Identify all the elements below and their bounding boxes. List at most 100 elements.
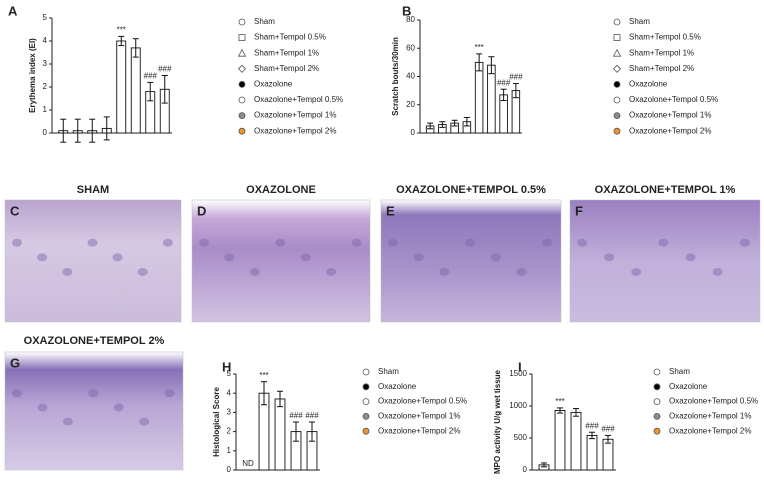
legend-marker — [238, 96, 246, 104]
bar — [602, 438, 614, 471]
legend-label: Oxazolone+Tempol 1% — [378, 412, 461, 421]
tissue-texture — [139, 417, 150, 426]
tissue-texture — [224, 253, 235, 262]
legend-label: Sham+Tempol 0.5% — [254, 33, 326, 42]
image-title: OXAZOLONE+TEMPOL 1% — [595, 184, 736, 196]
y-tick-label: 2 — [227, 427, 232, 436]
image-title: OXAZOLONE+TEMPOL 2% — [24, 335, 165, 347]
error-bar — [309, 421, 315, 442]
legend-label: Oxazolone+Tempol 2% — [378, 426, 461, 435]
error-bar — [573, 408, 579, 417]
significance-label: ### — [497, 78, 511, 87]
legend-label: Oxazolone+Tempol 2% — [669, 426, 752, 435]
tissue-texture — [388, 238, 398, 247]
legend-marker — [237, 48, 247, 57]
legend-label: Sham+Tempol 0.5% — [629, 33, 701, 42]
tissue-texture — [37, 253, 48, 262]
tissue-texture — [249, 267, 260, 276]
panel-letter: A — [8, 3, 18, 18]
error-bar — [60, 118, 67, 143]
legend-label: Sham+Tempol 2% — [254, 64, 319, 73]
panel-letter: D — [197, 203, 206, 218]
y-axis-label: Erythema index (EI) — [28, 38, 37, 113]
y-tick-label: 0 — [411, 128, 416, 137]
histology-image: OXAZOLONE+TEMPOL 2% G — [4, 335, 184, 471]
error-bar — [261, 381, 267, 406]
chart: A 0 1 2 3 4 5 Erythema index (EI) Sham Sham+Tempo… — [8, 3, 343, 143]
legend-label: Oxazolone — [669, 382, 708, 391]
histology-image: SHAM C — [4, 184, 182, 323]
legend-marker — [613, 34, 621, 41]
panel-letter: G — [10, 355, 20, 370]
y-tick-label: 3 — [227, 408, 232, 417]
legend-marker — [613, 112, 621, 119]
y-axis-label: Scratch bouts/30min — [391, 37, 400, 116]
tissue-texture — [87, 238, 98, 247]
legend-label: Oxazolone+Tempol 2% — [254, 126, 337, 135]
legend-marker — [613, 127, 621, 135]
tissue-texture — [542, 238, 553, 247]
panel-letter: I — [518, 359, 522, 374]
significance-label: ### — [509, 73, 523, 82]
tissue-texture — [12, 389, 22, 398]
tissue-texture — [631, 267, 642, 276]
significance-label: *** — [117, 26, 126, 35]
bar — [487, 64, 496, 134]
image-placeholder — [380, 199, 562, 323]
legend-marker — [238, 81, 246, 88]
tissue-texture — [577, 238, 587, 247]
image-title: SHAM — [77, 184, 109, 196]
legend-marker — [237, 64, 247, 73]
tissue-texture — [413, 253, 424, 262]
legend-label: Sham — [669, 367, 690, 376]
significance-label: ### — [144, 72, 158, 81]
error-bar — [451, 119, 458, 127]
legend-marker — [613, 96, 621, 104]
y-tick-label: 20 — [406, 100, 415, 109]
legend-marker — [362, 368, 370, 376]
legend-label: Oxazolone — [254, 80, 293, 89]
y-tick-label: 60 — [406, 43, 415, 52]
panel-letter: B — [402, 3, 411, 18]
panel-letter: E — [386, 203, 395, 218]
y-tick-label: 1 — [43, 105, 48, 114]
y-tick-label: 4 — [227, 388, 232, 397]
significance-label: ### — [289, 411, 303, 420]
legend-label: Sham+Tempol 1% — [254, 48, 319, 57]
tissue-texture — [658, 238, 669, 247]
image-placeholder — [4, 351, 184, 471]
y-tick-label: 1 — [227, 446, 232, 455]
y-tick-label: 5 — [227, 369, 232, 378]
legend-marker — [238, 127, 246, 135]
bar — [570, 411, 582, 471]
tissue-texture — [162, 238, 173, 247]
image-placeholder — [4, 199, 182, 323]
error-bar — [132, 38, 139, 58]
legend-marker — [362, 427, 370, 435]
value-label: ND — [242, 459, 254, 468]
significance-label: *** — [555, 397, 564, 406]
significance-label: ### — [305, 411, 319, 420]
legend-label: Oxazolone+Tempol 1% — [254, 111, 337, 120]
legend-marker — [613, 81, 621, 88]
legend-marker — [612, 48, 622, 57]
image-title: OXAZOLONE — [246, 184, 316, 196]
tissue-texture — [739, 238, 750, 247]
chart: I 0 500 1000 1500 MPO activity U/g wet tissue… — [493, 359, 758, 474]
histology-image: OXAZOLONE+TEMPOL 0.5%E — [380, 184, 562, 323]
error-bar — [512, 83, 519, 99]
legend-marker — [362, 398, 370, 406]
chart: B 0 20 40 60 80 Scratch bouts/30min Sham Sham+Te… — [391, 3, 718, 137]
tissue-texture — [604, 253, 615, 262]
error-bar — [557, 407, 563, 414]
tissue-texture — [199, 238, 209, 247]
legend-label: Oxazolone+Tempol 0.5% — [378, 397, 467, 406]
y-tick-label: 5 — [43, 13, 48, 22]
error-bar — [589, 431, 595, 440]
tissue-texture — [137, 267, 148, 276]
legend-label: Sham+Tempol 1% — [629, 48, 694, 57]
y-tick-label: 0 — [43, 128, 48, 137]
y-axis-label: MPO activity U/g wet tissue — [493, 369, 502, 474]
